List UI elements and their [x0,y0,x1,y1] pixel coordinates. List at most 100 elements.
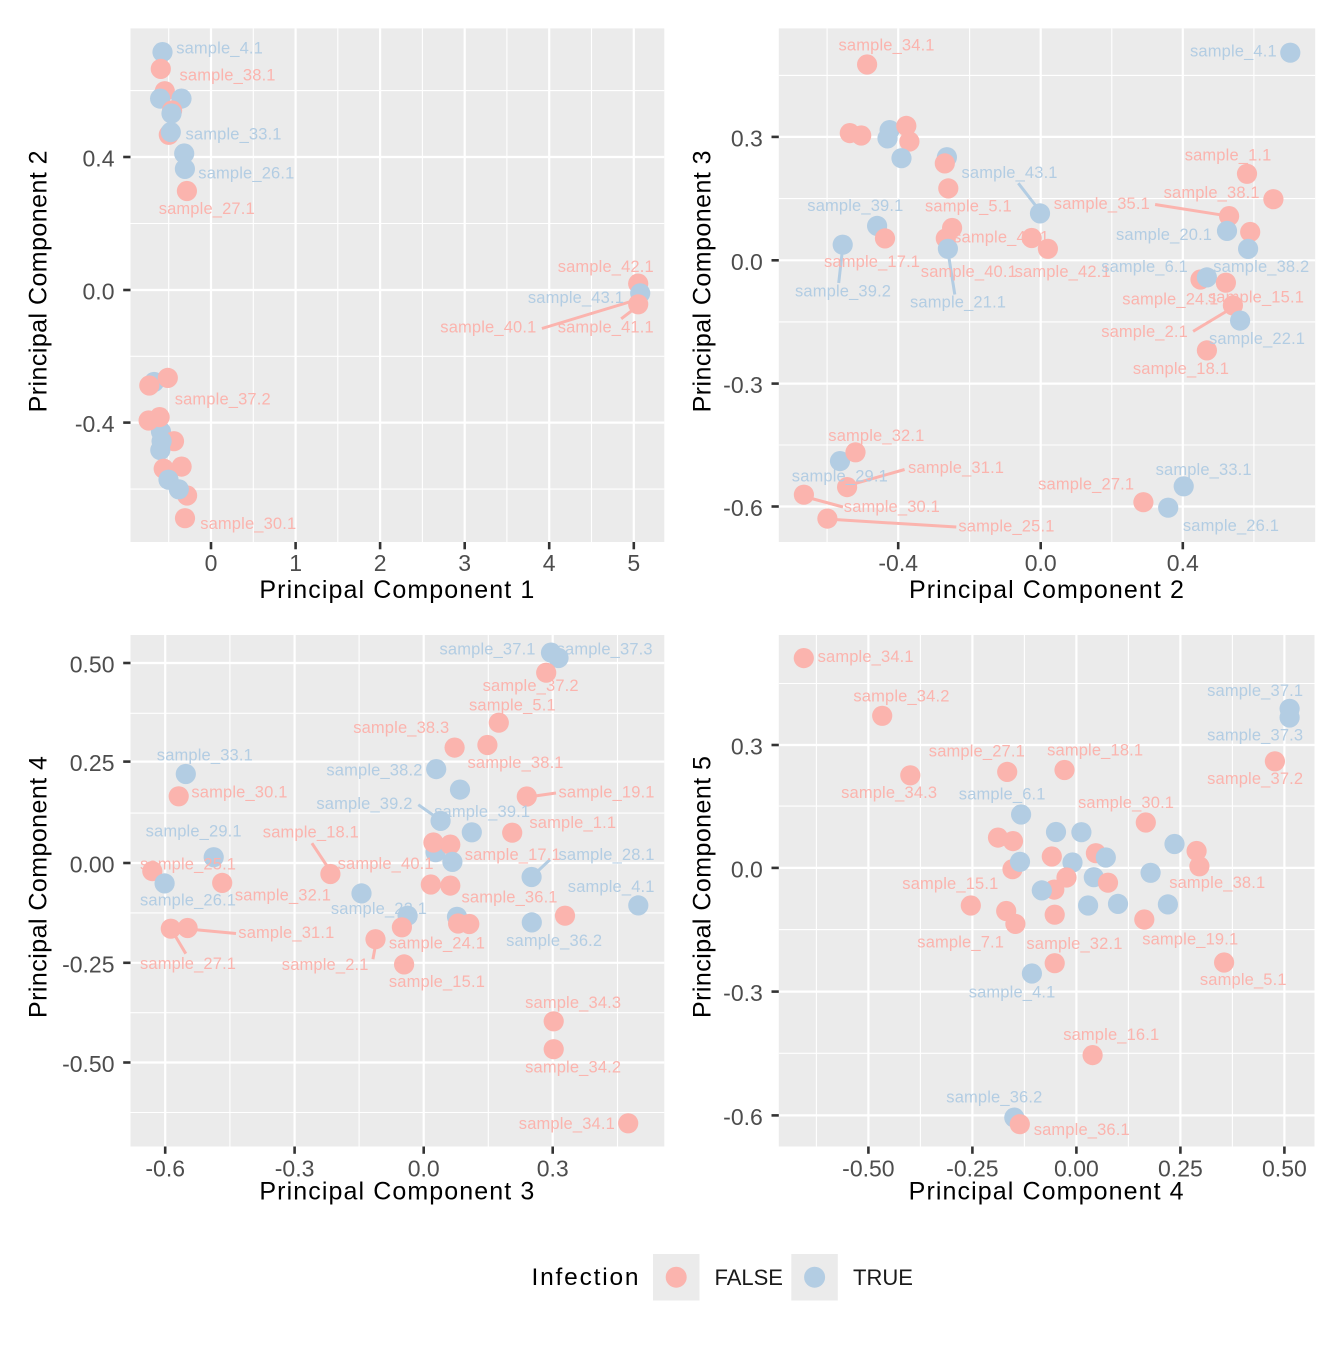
svg-text:sample_31.1: sample_31.1 [238,924,334,942]
svg-text:-0.6: -0.6 [723,1104,763,1130]
svg-text:3: 3 [458,550,471,576]
svg-text:sample_17.1: sample_17.1 [824,253,920,271]
svg-text:sample_38.2: sample_38.2 [326,761,422,779]
svg-text:sample_18.1: sample_18.1 [263,824,359,842]
svg-text:sample_37.1: sample_37.1 [1207,682,1303,700]
svg-text:-0.50: -0.50 [62,1051,114,1077]
svg-text:1: 1 [289,550,302,576]
svg-text:Principal Component 3: Principal Component 3 [259,1178,535,1206]
svg-text:sample_21.1: sample_21.1 [910,294,1006,312]
svg-text:sample_39.1: sample_39.1 [434,803,530,821]
svg-text:sample_37.2: sample_37.2 [175,391,271,409]
svg-text:sample_34.1: sample_34.1 [839,36,935,54]
svg-text:sample_37.2: sample_37.2 [1207,770,1303,788]
svg-text:sample_39.2: sample_39.2 [316,795,412,813]
svg-text:sample_38.1: sample_38.1 [1164,184,1260,202]
svg-text:Principal Component 1: Principal Component 1 [259,576,535,604]
svg-text:Principal Component 5: Principal Component 5 [689,756,717,1018]
svg-text:sample_33.1: sample_33.1 [157,747,253,765]
svg-text:sample_25.1: sample_25.1 [140,856,236,874]
svg-text:sample_40.1: sample_40.1 [921,263,1017,281]
svg-text:sample_39.1: sample_39.1 [807,197,903,215]
svg-text:0: 0 [205,550,218,576]
svg-text:sample_36.1: sample_36.1 [462,889,558,907]
svg-text:sample_29.1: sample_29.1 [792,468,888,486]
svg-text:0.4: 0.4 [83,146,115,172]
svg-text:sample_25.1: sample_25.1 [958,517,1054,535]
svg-text:sample_38.1: sample_38.1 [468,754,564,772]
svg-text:sample_30.1: sample_30.1 [844,498,940,516]
svg-text:sample_42.1: sample_42.1 [1015,263,1111,281]
svg-text:0.0: 0.0 [731,856,763,882]
svg-text:sample_33.1: sample_33.1 [1156,461,1252,479]
svg-text:-0.3: -0.3 [275,1156,315,1182]
svg-text:-0.50: -0.50 [842,1156,894,1182]
svg-text:sample_40.1: sample_40.1 [440,319,536,337]
svg-text:sample_15.1: sample_15.1 [1208,289,1304,307]
svg-text:0.3: 0.3 [731,125,763,151]
svg-text:4: 4 [543,550,556,576]
svg-text:sample_5.1: sample_5.1 [469,697,556,715]
svg-text:sample_38.3: sample_38.3 [353,719,449,737]
svg-text:0.25: 0.25 [70,750,115,776]
svg-text:Principal Component 4: Principal Component 4 [909,1178,1185,1206]
svg-text:sample_36.2: sample_36.2 [946,1088,1042,1106]
svg-text:TRUE: TRUE [853,1265,913,1290]
svg-text:sample_29.1: sample_29.1 [146,823,242,841]
svg-text:sample_19.1: sample_19.1 [559,784,655,802]
svg-text:sample_22.1: sample_22.1 [331,900,427,918]
svg-text:sample_37.3: sample_37.3 [557,641,653,659]
svg-text:sample_17.1: sample_17.1 [465,846,561,864]
svg-text:Infection: Infection [532,1264,641,1291]
svg-text:sample_18.1: sample_18.1 [1047,742,1143,760]
svg-text:sample_34.1: sample_34.1 [519,1115,615,1133]
svg-text:sample_44.1: sample_44.1 [953,228,1049,246]
svg-text:sample_4.1: sample_4.1 [969,984,1056,1002]
svg-text:sample_32.1: sample_32.1 [828,427,924,445]
svg-text:sample_24.1: sample_24.1 [389,934,485,952]
svg-text:sample_36.2: sample_36.2 [506,932,602,950]
svg-text:sample_30.1: sample_30.1 [200,515,296,533]
svg-text:sample_27.1: sample_27.1 [140,955,236,973]
svg-text:sample_15.1: sample_15.1 [389,973,485,991]
svg-text:sample_1.1: sample_1.1 [529,814,616,832]
svg-text:sample_5.1: sample_5.1 [1200,971,1287,989]
svg-text:sample_27.1: sample_27.1 [1038,476,1134,494]
svg-text:-0.25: -0.25 [946,1156,998,1182]
svg-text:sample_6.1: sample_6.1 [1101,258,1188,276]
svg-text:sample_4.1: sample_4.1 [176,40,263,58]
svg-text:0.4: 0.4 [1167,550,1199,576]
svg-text:sample_27.1: sample_27.1 [929,743,1025,761]
svg-text:sample_42.1: sample_42.1 [558,258,654,276]
svg-text:sample_15.1: sample_15.1 [902,875,998,893]
svg-text:sample_33.1: sample_33.1 [186,125,282,143]
svg-text:sample_40.1: sample_40.1 [338,855,434,873]
svg-text:sample_39.2: sample_39.2 [795,283,891,301]
svg-text:sample_32.1: sample_32.1 [1026,935,1122,953]
svg-text:0.25: 0.25 [1158,1156,1203,1182]
svg-text:sample_26.1: sample_26.1 [198,164,294,182]
svg-text:0.50: 0.50 [70,652,115,678]
svg-text:Principal Component 2: Principal Component 2 [24,150,52,412]
svg-text:sample_4.1: sample_4.1 [1190,43,1277,61]
svg-text:sample_37.2: sample_37.2 [483,677,579,695]
svg-text:0.00: 0.00 [70,852,115,878]
svg-text:sample_22.1: sample_22.1 [1209,330,1305,348]
svg-text:Principal Component 4: Principal Component 4 [24,756,52,1018]
svg-text:sample_2.1: sample_2.1 [282,956,369,974]
svg-text:sample_34.3: sample_34.3 [525,994,621,1012]
svg-text:sample_37.1: sample_37.1 [440,641,536,659]
svg-text:-0.4: -0.4 [878,550,918,576]
svg-text:-0.3: -0.3 [723,980,763,1006]
svg-text:sample_41.1: sample_41.1 [558,319,654,337]
svg-text:sample_36.1: sample_36.1 [1034,1121,1130,1139]
svg-text:sample_35.1: sample_35.1 [1054,195,1150,213]
svg-text:sample_32.1: sample_32.1 [235,887,331,905]
svg-text:sample_43.1: sample_43.1 [528,289,624,307]
svg-text:sample_30.1: sample_30.1 [191,784,287,802]
svg-text:0.0: 0.0 [1025,550,1057,576]
svg-text:sample_38.1: sample_38.1 [180,67,276,85]
svg-text:FALSE: FALSE [715,1265,783,1290]
svg-text:Principal Component 2: Principal Component 2 [909,576,1185,604]
svg-text:-0.6: -0.6 [145,1156,185,1182]
